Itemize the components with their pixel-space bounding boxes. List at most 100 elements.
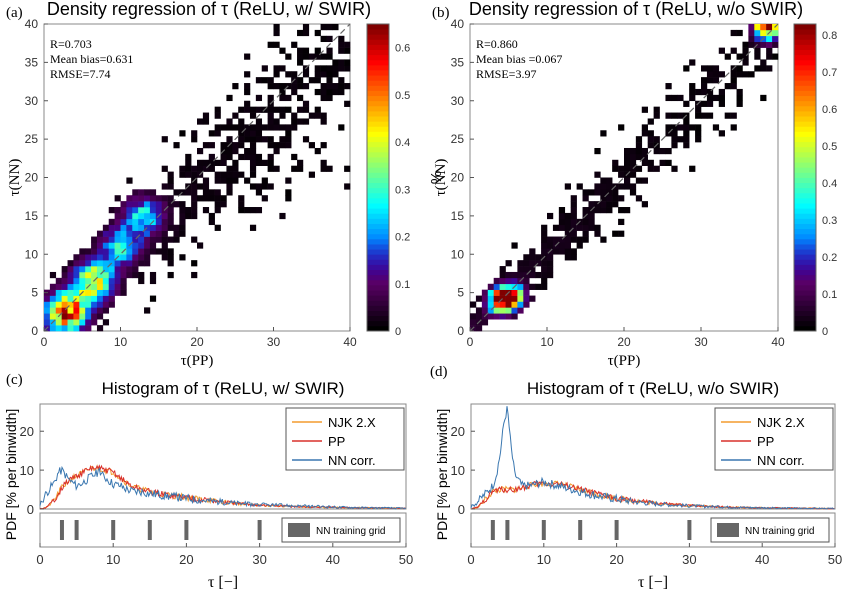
density-cell	[114, 242, 121, 249]
density-cell	[273, 29, 280, 37]
density-cell	[535, 283, 542, 290]
colorbar-frame	[793, 23, 817, 332]
density-cell	[232, 165, 239, 172]
density-cell	[161, 230, 168, 237]
density-cell	[683, 124, 690, 131]
density-cell	[718, 94, 725, 102]
density-cell	[138, 189, 145, 196]
density-cell	[102, 319, 110, 326]
density-cell	[149, 224, 157, 231]
density-cell	[493, 307, 500, 314]
density-cell	[120, 230, 127, 237]
density-cell	[138, 201, 145, 208]
density-cell	[120, 218, 127, 226]
density-cell	[285, 124, 292, 131]
density-cell	[326, 65, 333, 72]
panel-label: (a)	[6, 5, 23, 21]
density-cell	[267, 153, 274, 161]
colorbar-swatch	[794, 172, 816, 178]
density-cell	[161, 136, 168, 143]
density-cell	[279, 112, 286, 119]
density-cell	[760, 41, 767, 48]
density-cell	[511, 301, 518, 308]
density-cell	[600, 236, 607, 243]
density-cell	[73, 325, 80, 332]
density-cell	[126, 218, 133, 226]
density-cell	[138, 212, 145, 220]
density-cell	[261, 136, 268, 143]
density-cell	[73, 313, 80, 320]
density-cell	[470, 319, 477, 326]
colorbar-swatch	[794, 136, 816, 143]
density-cell	[114, 230, 121, 237]
y-axis-label: τ(NN)	[433, 159, 449, 197]
density-cell	[505, 271, 512, 279]
density-cell	[173, 142, 180, 149]
colorbar-swatch	[367, 177, 389, 184]
density-cell	[558, 207, 566, 214]
density-cell	[214, 124, 221, 131]
training-grid-bar	[578, 520, 583, 540]
density-cell	[653, 136, 660, 143]
density-cell	[541, 242, 548, 249]
density-cell	[635, 147, 643, 155]
density-cell	[138, 271, 145, 279]
density-cell	[238, 207, 245, 214]
density-cell	[517, 289, 524, 296]
density-cell	[541, 283, 548, 290]
density-cell	[96, 271, 104, 279]
y-tick-label: 40	[451, 17, 465, 31]
density-cell	[244, 53, 251, 60]
density-cell	[552, 248, 560, 255]
density-cell	[61, 301, 68, 308]
density-cell	[79, 277, 86, 285]
density-cell	[297, 59, 304, 66]
colorbar-tick-label: 0	[822, 326, 828, 338]
density-cell	[570, 248, 577, 255]
density-cell	[120, 201, 127, 208]
density-cell	[326, 77, 333, 84]
density-cell	[96, 254, 104, 261]
density-cell	[594, 207, 601, 214]
density-cell	[689, 59, 696, 66]
density-cell	[505, 283, 512, 290]
density-cell	[132, 236, 139, 243]
x-tick-label: 40	[343, 335, 357, 349]
density-cell	[267, 112, 274, 119]
density-cell	[754, 29, 761, 37]
density-cell	[314, 53, 321, 60]
density-cell	[61, 307, 68, 314]
density-cell	[624, 207, 631, 214]
density-cell	[279, 142, 286, 149]
colorbar-swatch	[794, 54, 816, 61]
x-axis-label: τ(PP)	[608, 353, 641, 369]
density-cell	[772, 53, 779, 60]
density-cell	[191, 271, 198, 279]
density-cell	[689, 165, 696, 172]
density-cell	[285, 106, 292, 113]
colorbar-swatch	[367, 197, 389, 204]
density-cell	[91, 313, 98, 320]
density-cell	[665, 124, 672, 131]
density-cell	[91, 271, 98, 279]
density-cell	[261, 159, 268, 166]
density-cell	[314, 71, 321, 78]
density-cell	[85, 325, 92, 332]
density-cell	[79, 325, 86, 332]
density-cell	[44, 295, 51, 302]
density-cell	[772, 29, 779, 37]
colorbar-tick-label: 0.1	[395, 279, 410, 291]
density-cell	[653, 106, 660, 113]
density-cell	[167, 254, 174, 261]
density-cell	[618, 124, 625, 131]
density-cell	[73, 260, 80, 267]
density-cell	[736, 53, 743, 60]
chart-title: Density regression of τ (ReLU, w/o SWIR)	[469, 0, 803, 19]
density-cell	[285, 142, 292, 149]
density-cell	[635, 136, 643, 143]
density-cell	[49, 271, 57, 279]
density-cell	[748, 71, 755, 78]
density-cell	[641, 106, 648, 113]
density-cell	[49, 301, 57, 308]
